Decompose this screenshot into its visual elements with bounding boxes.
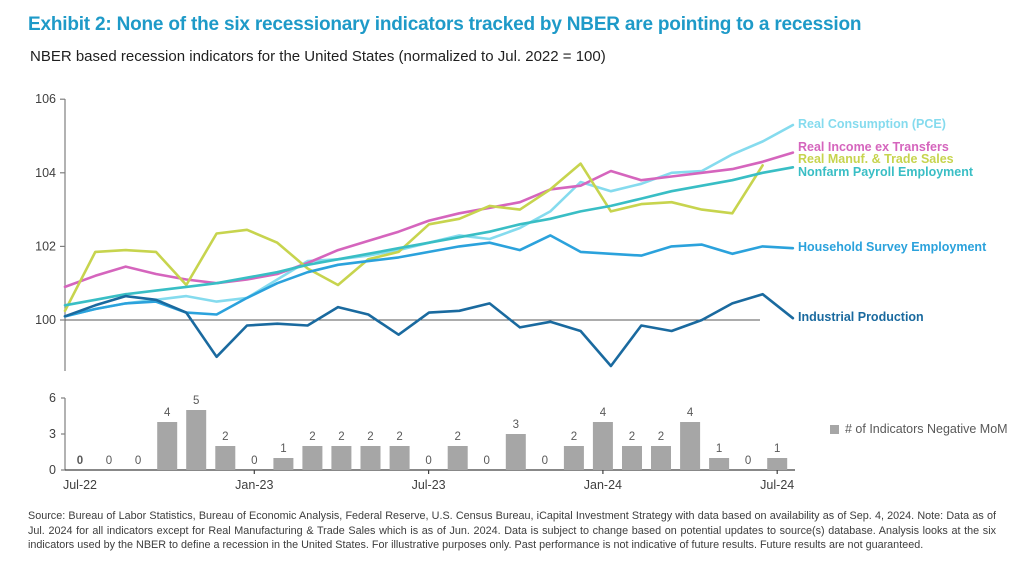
x-axis-label-Jul-22: Jul-22: [63, 478, 97, 492]
series-label-3: Nonfarm Payroll Employment: [798, 165, 974, 180]
bar-value-label: 5: [193, 395, 199, 407]
series-line-2: [63, 162, 764, 313]
bar-Oct-22: [157, 422, 178, 470]
y-tick-label: 104: [35, 166, 56, 180]
bar-Feb-23: [273, 458, 294, 470]
x-axis-label-Jul-24: Jul-24: [760, 478, 794, 492]
bar-value-label: 2: [367, 431, 373, 443]
y-tick-label: 106: [35, 92, 56, 106]
line-chart: 100 102 104 106: [35, 92, 795, 371]
bar-value-label: 4: [600, 407, 607, 419]
bar-value-label: 0: [106, 455, 112, 467]
bar-legend-label: # of Indicators Negative MoM: [845, 422, 1008, 436]
series-label-4: Household Survey Employment: [798, 240, 987, 255]
series-label-0: Real Consumption (PCE): [798, 116, 946, 131]
bar-Jul-24: [767, 458, 788, 470]
y-tick-label: 100: [35, 313, 56, 327]
bar-y-tick-label: 6: [49, 391, 56, 405]
bar-May-23: [360, 446, 381, 470]
bar-legend-swatch-icon: [830, 424, 839, 434]
bar-value-label: 2: [454, 431, 460, 443]
y-tick-label: 102: [35, 239, 56, 253]
bar-Feb-24: [622, 446, 642, 470]
bar-value-label: 2: [338, 431, 344, 443]
source-note: Source: Bureau of Labor Statistics, Bure…: [28, 510, 996, 552]
bar-value-label: 0: [77, 455, 83, 467]
bar-Mar-23: [302, 446, 323, 470]
bar-value-label: 0: [483, 455, 489, 467]
bar-Oct-23: [505, 434, 526, 470]
series-label-2: Real Manuf. & Trade Sales: [798, 152, 954, 167]
bar-legend: # of Indicators Negative MoM: [830, 422, 1008, 436]
bar-value-label: 4: [164, 407, 171, 419]
bar-Jan-24: [592, 422, 613, 470]
x-axis-label-Jan-24: Jan-24: [584, 478, 622, 492]
series-line-3: [63, 166, 795, 307]
bar-value-label: 2: [629, 431, 635, 443]
bar-Apr-23: [331, 446, 352, 470]
bar-value-label: 0: [745, 455, 751, 467]
chart-subtitle: NBER based recession indicators for the …: [30, 48, 606, 65]
bar-Apr-24: [680, 422, 701, 470]
bar-value-label: 1: [774, 443, 780, 455]
bar-value-label: 2: [396, 431, 402, 443]
bar-value-label: 2: [658, 431, 664, 443]
series-line-1: [63, 151, 795, 289]
series-label-1: Real Income ex Transfers: [798, 139, 949, 154]
exhibit-title: Exhibit 2: None of the six recessionary …: [28, 14, 862, 35]
x-axis-label-Jul-23: Jul-23: [412, 478, 446, 492]
bar-value-label: 2: [571, 431, 577, 443]
bar-Nov-22: [186, 410, 207, 470]
series-label-5: Industrial Production: [798, 310, 924, 325]
bar-value-label: 2: [222, 431, 228, 443]
bar-value-label: 0: [135, 455, 141, 467]
bar-Mar-24: [651, 446, 671, 470]
bar-value-label: 0: [251, 455, 257, 467]
bar-Jun-23: [389, 446, 410, 470]
bar-Aug-23: [447, 446, 468, 470]
bar-Dec-22: [215, 446, 236, 470]
series-line-5: [63, 292, 795, 368]
bar-value-label: 1: [280, 443, 286, 455]
bar-value-label: 0: [425, 455, 431, 467]
x-axis-label-Jan-23: Jan-23: [235, 478, 273, 492]
bar-value-label: 1: [716, 443, 722, 455]
bar-value-label: 3: [513, 419, 519, 431]
series-line-4: [63, 234, 795, 318]
bar-y-tick-label: 0: [49, 463, 56, 477]
bar-value-label: 0: [542, 455, 548, 467]
bar-value-label: 2: [309, 431, 315, 443]
bar-y-tick-label: 3: [49, 427, 56, 441]
bar-value-label: 4: [687, 407, 694, 419]
bar-Dec-23: [563, 446, 584, 470]
bar-May-24: [709, 458, 730, 470]
bar-chart: 0 3 6 0 0 0 4 5 2 0 1 2 2 2 2 0 2 0 3 0 2 4 2 2 4 1 0 1 Jul-22 Jan-23…: [49, 391, 795, 492]
